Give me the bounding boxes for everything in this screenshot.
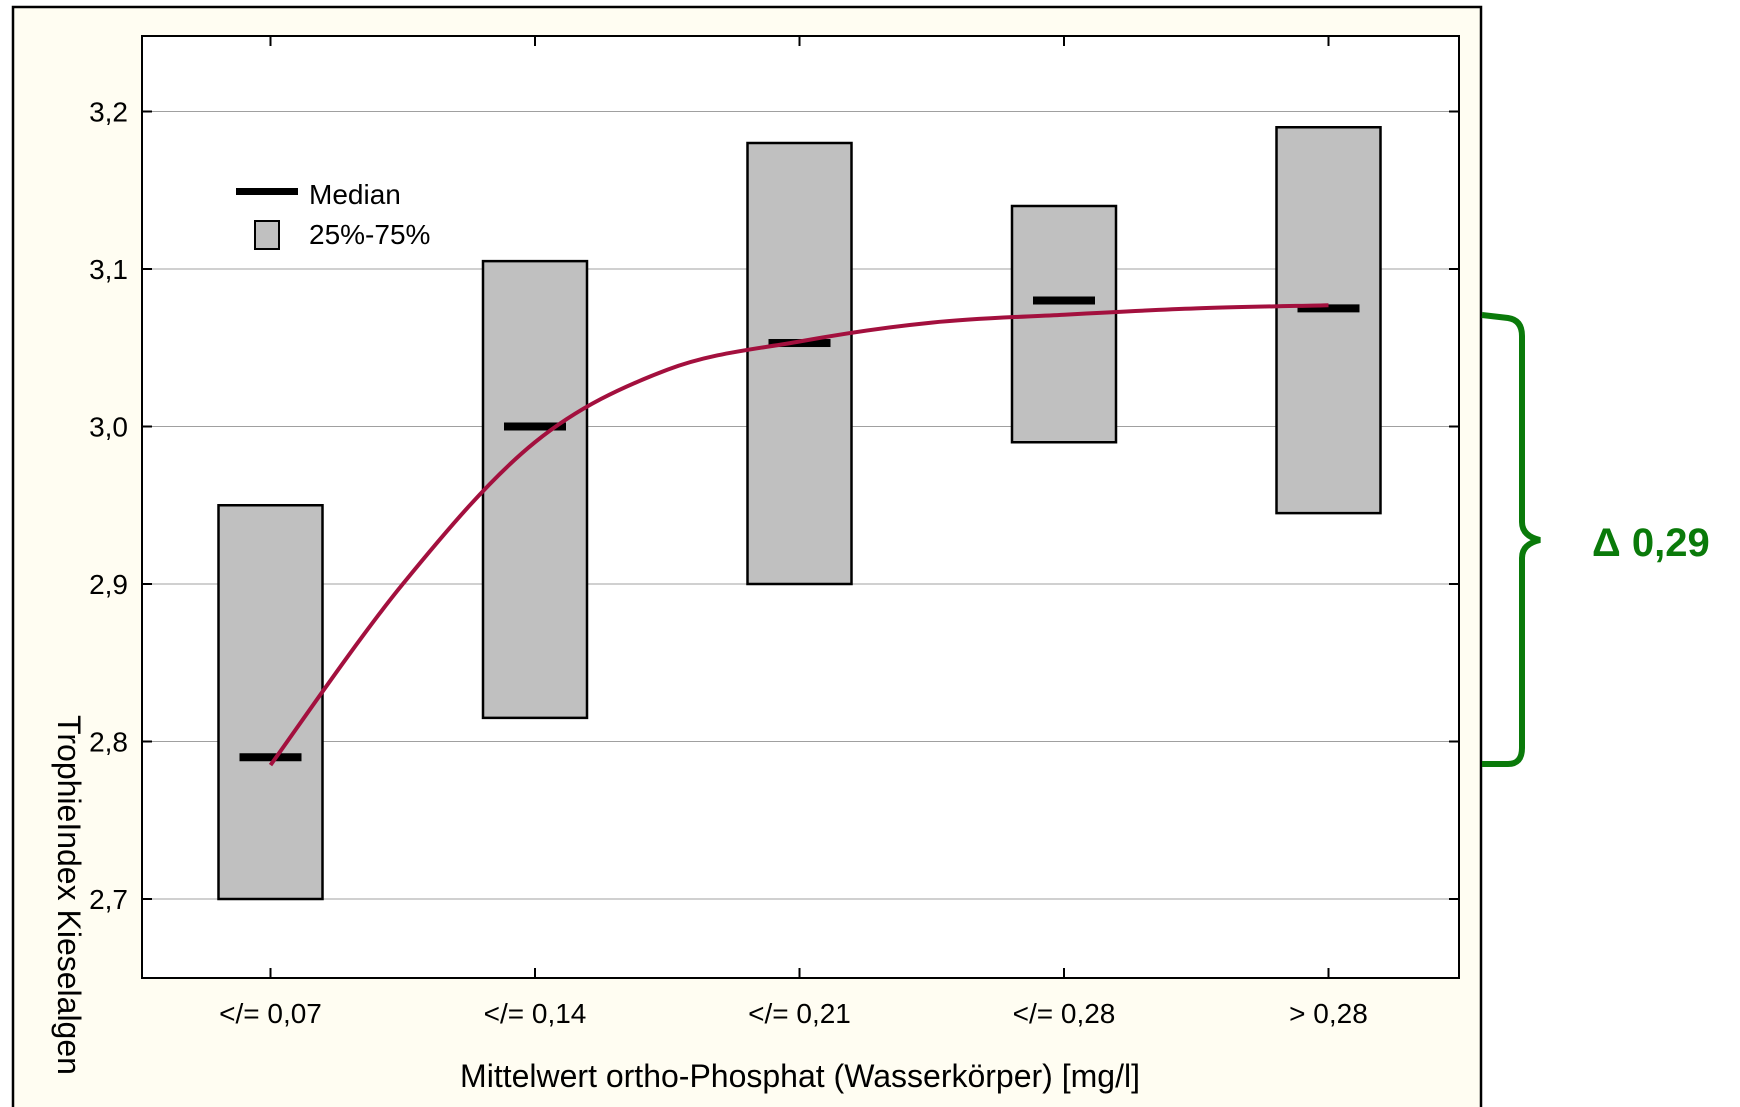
median-mark — [504, 422, 566, 431]
legend-box-label: 25%-75% — [309, 219, 430, 250]
x-tick-label: </= 0,28 — [1013, 998, 1116, 1029]
y-tick-label: 2,9 — [89, 569, 128, 600]
x-tick-label: </= 0,14 — [484, 998, 587, 1029]
x-tick-label: > 0,28 — [1289, 998, 1368, 1029]
x-tick-label: </= 0,07 — [219, 998, 322, 1029]
x-tick-labels: </= 0,07 </= 0,14 </= 0,21 </= 0,28 > 0,28 — [219, 998, 1368, 1029]
legend-box-swatch — [254, 220, 280, 250]
median-mark — [239, 753, 302, 762]
delta-annotation: Δ 0,29 — [1481, 312, 1710, 767]
box-iqr — [217, 504, 324, 901]
y-tick-labels: 2,7 2,8 2,9 3,0 3,1 3,2 — [89, 97, 128, 916]
box-iqr — [1010, 204, 1118, 444]
y-tick-label: 3,2 — [89, 97, 128, 128]
x-tick-label: </= 0,21 — [748, 998, 851, 1029]
median-mark — [1033, 296, 1095, 305]
y-tick-label: 3,1 — [89, 254, 128, 285]
legend-median-label: Median — [309, 179, 401, 210]
box-iqr — [1275, 126, 1382, 515]
y-tick-label: 3,0 — [89, 412, 128, 443]
box-series — [217, 126, 1382, 901]
y-tick-label: 2,7 — [89, 884, 128, 915]
y-tick-label: 2,8 — [89, 727, 128, 758]
y-axis-title: TrophieIndex Kieselalgen — [51, 715, 87, 1075]
x-axis-title: Mittelwert ortho-Phosphat (Wasserkörper)… — [460, 1058, 1140, 1094]
median-mark — [1297, 304, 1360, 313]
box-iqr — [481, 259, 589, 720]
axis-ticks — [142, 36, 1459, 978]
legend: Median 25%-75% — [236, 179, 430, 250]
brace — [1481, 312, 1541, 767]
legend-median-swatch — [236, 188, 298, 195]
trend-line — [268, 303, 1329, 767]
box-iqr — [746, 141, 853, 586]
delta-label: Δ 0,29 — [1592, 521, 1710, 565]
